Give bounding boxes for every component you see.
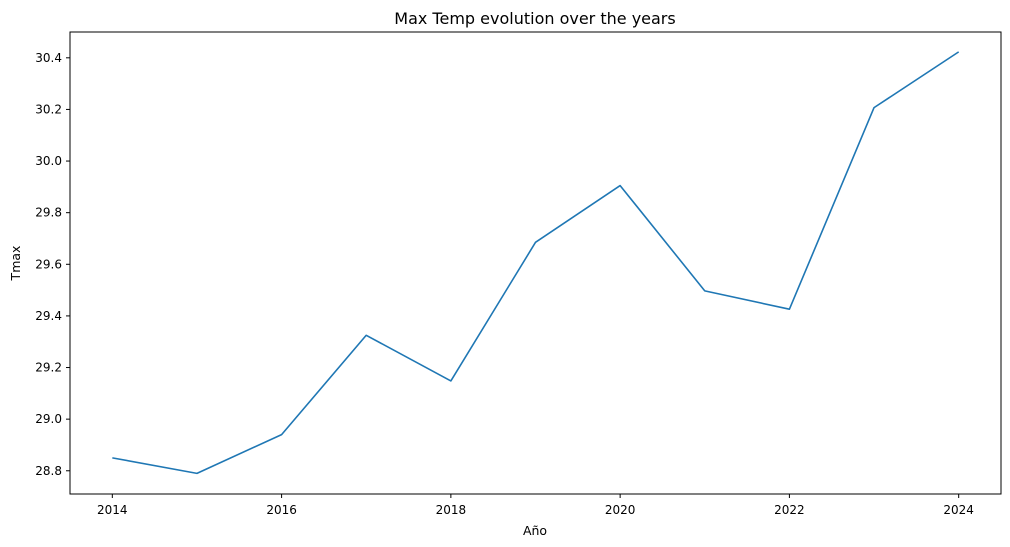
y-tick-label: 30.4 [35,51,62,65]
x-tick-label: 2014 [97,503,128,517]
y-tick-label: 29.8 [35,206,62,220]
x-tick-label: 2024 [943,503,974,517]
y-tick-label: 29.0 [35,412,62,426]
x-tick-label: 2018 [436,503,467,517]
y-tick-label: 29.6 [35,257,62,271]
x-tick-label: 2020 [605,503,636,517]
y-tick-label: 28.8 [35,464,62,478]
series-group [112,51,960,475]
x-axis-label: Año [523,523,547,538]
y-tick-label: 29.4 [35,309,62,323]
y-tick-label: 29.2 [35,361,62,375]
y-axis: 28.8 29.0 29.2 29.4 29.6 29.8 30.0 30.2 30.4 [35,51,70,478]
y-tick-label: 30.0 [35,154,62,168]
y-axis-label: Tmax [8,246,23,282]
plot-area-frame [69,31,1002,495]
y-tick-label: 30.2 [35,102,62,116]
x-tick-label: 2016 [266,503,297,517]
series-line [112,51,960,475]
chart-title: Max Temp evolution over the years [394,9,675,28]
x-axis: 2014 2016 2018 2020 2022 2024 [97,494,974,517]
x-tick-label: 2022 [774,503,805,517]
